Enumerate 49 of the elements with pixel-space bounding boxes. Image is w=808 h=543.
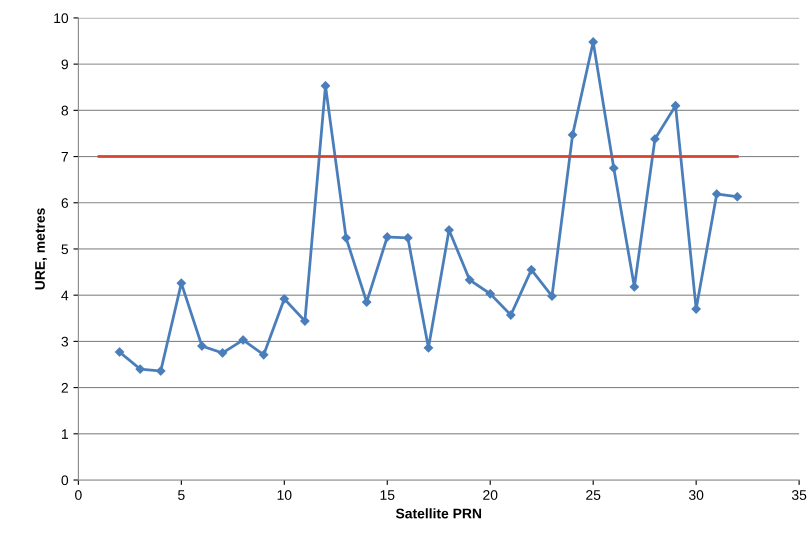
y-tick-label: 2	[62, 382, 68, 393]
point	[341, 233, 351, 242]
point	[238, 335, 248, 345]
y-tick-label: 7	[62, 152, 68, 162]
x-tick-label: 10	[278, 490, 292, 500]
point	[300, 316, 310, 326]
point	[403, 233, 412, 242]
y-tick-label: 3	[61, 336, 68, 347]
point	[444, 225, 454, 235]
point	[259, 350, 268, 360]
point	[547, 291, 557, 301]
point	[320, 81, 330, 90]
x-axis-title: Satellite PRN	[396, 508, 482, 518]
point	[486, 289, 495, 298]
point	[692, 304, 701, 314]
point	[382, 232, 392, 242]
point	[568, 130, 578, 140]
point	[114, 347, 124, 357]
point	[526, 265, 536, 274]
y-tick-label: 5	[61, 244, 68, 254]
y-tick-label: 4	[61, 290, 68, 300]
y-tick-label: 10	[54, 13, 68, 24]
x-tick-label: 25	[586, 490, 600, 500]
x-tick-label: 30	[688, 490, 704, 500]
point	[156, 366, 166, 376]
x-tick-label: 35	[792, 490, 806, 500]
point	[136, 364, 145, 374]
x-tick-label: 5	[178, 490, 185, 500]
point	[465, 275, 474, 285]
x-tick-label: 20	[483, 490, 498, 500]
point	[218, 348, 228, 358]
point	[197, 341, 207, 351]
y-axis-title: URE, metres	[35, 208, 47, 290]
point	[670, 101, 680, 110]
point	[506, 310, 516, 320]
point	[280, 294, 289, 304]
x-tick-label: 0	[75, 490, 82, 500]
y-tick-label: 0	[61, 475, 68, 486]
point	[362, 297, 372, 307]
y-tick-label: 6	[62, 198, 68, 208]
point	[609, 163, 618, 173]
y-tick-label: 8	[62, 106, 68, 116]
point	[712, 189, 722, 199]
y-tick-label: 9	[62, 59, 68, 70]
point	[424, 343, 434, 352]
y-tick-label: 1	[62, 429, 68, 439]
point	[732, 192, 742, 202]
point	[650, 134, 660, 144]
x-tick-label: 15	[380, 490, 394, 500]
